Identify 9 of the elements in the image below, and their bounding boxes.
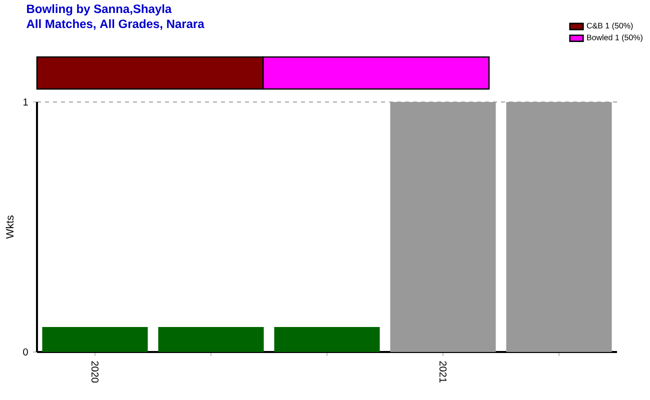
legend-label: Bowled 1 (50%) — [587, 34, 642, 42]
y-tick-label: 0 — [23, 348, 28, 356]
x-tick-label: 2020 — [91, 361, 99, 383]
y-axis-title: Wkts — [6, 216, 14, 239]
legend-label: C&B 1 (50%) — [586, 22, 633, 30]
y-tick-label: 1 — [23, 98, 28, 106]
chart-subtitle: All Matches, All Grades, Narara — [26, 19, 204, 30]
chart-title: Bowling by Sanna,Shayla — [27, 4, 172, 16]
x-tick-label: 2021 — [439, 361, 447, 382]
